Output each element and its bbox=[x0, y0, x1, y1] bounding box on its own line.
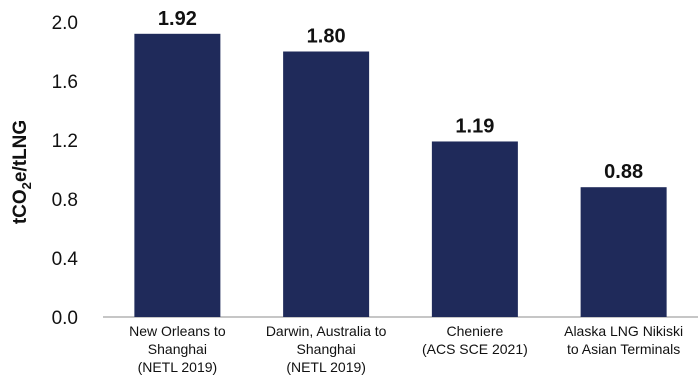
bar bbox=[431, 141, 518, 317]
category-label-line: (ACS SCE 2021) bbox=[422, 341, 528, 357]
data-label: 1.80 bbox=[307, 26, 346, 48]
data-labels: 1.92 1.80 1.19 0.88 bbox=[158, 8, 643, 183]
category-label-line: (NETL 2019) bbox=[138, 359, 218, 375]
bars bbox=[134, 33, 667, 318]
y-tick-label: 0.8 bbox=[52, 190, 78, 211]
y-tick-label: 2.0 bbox=[52, 13, 78, 34]
y-tick-label: 1.2 bbox=[52, 131, 78, 152]
category-label-line: Shanghai bbox=[297, 341, 356, 357]
y-axis-title-subscript: 2 bbox=[19, 182, 34, 189]
category-label: Cheniere (ACS SCE 2021) bbox=[422, 323, 528, 357]
category-label-line: Shanghai bbox=[148, 341, 207, 357]
data-label: 1.19 bbox=[455, 115, 494, 137]
category-label-line: Cheniere bbox=[446, 323, 503, 339]
category-label-line: (NETL 2019) bbox=[286, 359, 366, 375]
category-label: Darwin, Australia to Shanghai (NETL 2019) bbox=[266, 323, 387, 375]
bar bbox=[580, 187, 667, 317]
category-labels: New Orleans to Shanghai (NETL 2019)Darwin,… bbox=[129, 323, 683, 375]
data-label: 0.88 bbox=[604, 161, 643, 183]
data-label: 1.92 bbox=[158, 8, 197, 30]
y-axis-title: tCO2e/tLNG bbox=[10, 120, 34, 224]
bar bbox=[134, 33, 221, 318]
category-label-line: Alaska LNG Nikiski bbox=[564, 323, 683, 339]
category-label: Alaska LNG Nikiski to Asian Terminals bbox=[564, 323, 683, 357]
y-tick-label: 1.6 bbox=[52, 72, 78, 93]
y-axis-title-suffix: e/tLNG bbox=[10, 120, 31, 182]
y-tick-label: 0.0 bbox=[52, 308, 78, 329]
svg-text:tCO2e/tLNG: tCO2e/tLNG bbox=[10, 120, 34, 224]
y-axis-ticks: 0.0 0.4 0.8 1.2 1.6 2.0 bbox=[52, 13, 79, 329]
y-tick-label: 0.4 bbox=[52, 249, 79, 270]
category-label: New Orleans to Shanghai (NETL 2019) bbox=[129, 323, 226, 375]
bar bbox=[283, 51, 370, 317]
category-label-line: New Orleans to bbox=[129, 323, 226, 339]
category-label-line: Darwin, Australia to bbox=[266, 323, 387, 339]
category-label-line: to Asian Terminals bbox=[567, 341, 680, 357]
y-axis-title-prefix: tCO bbox=[10, 189, 31, 224]
